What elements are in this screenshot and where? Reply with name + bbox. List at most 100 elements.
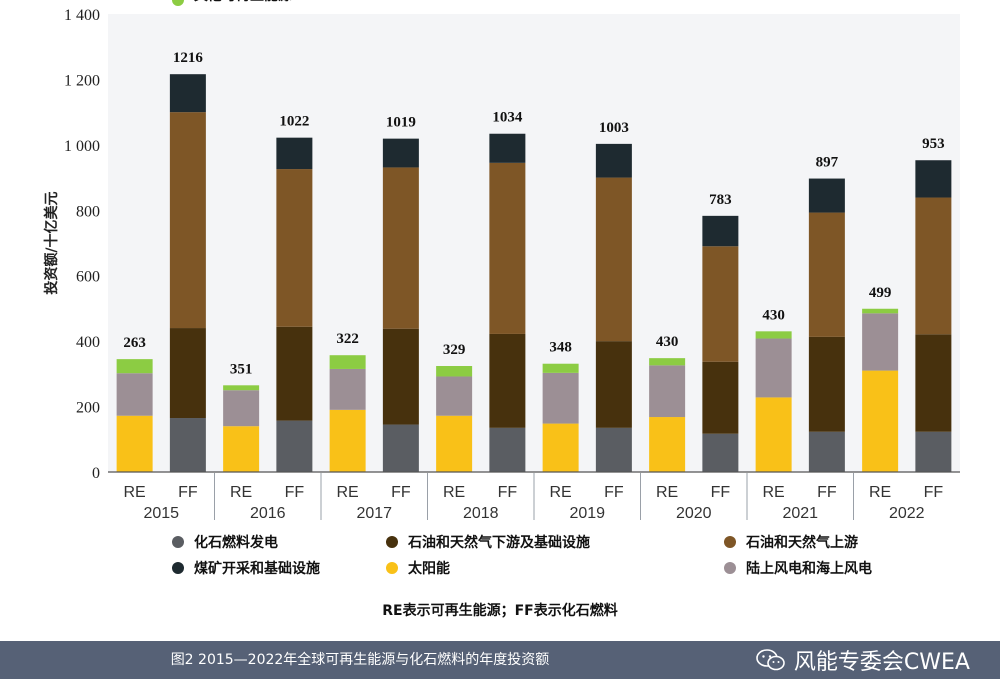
x-year-label: 2020 <box>676 505 712 522</box>
legend-swatch <box>724 536 736 548</box>
bar-segment <box>329 409 366 472</box>
x-category-label: FF <box>924 484 944 501</box>
bar-total-label: 1034 <box>492 110 523 126</box>
y-tick-label: 0 <box>92 465 100 482</box>
bar-segment <box>116 415 153 472</box>
bar-segment <box>702 215 739 247</box>
bar-segment <box>755 338 792 398</box>
bar-segment <box>702 246 739 362</box>
y-axis-label: 投资额/十亿美元 <box>43 191 60 294</box>
watermark-text: 风能专委会CWEA <box>793 650 970 675</box>
bar-total-label: 348 <box>549 340 572 356</box>
chart: 0 200 400 600 800 1 000 1 200 1 400 投资额/十亿美元 263… <box>43 0 960 619</box>
bar-segment <box>755 331 792 339</box>
x-category-label: RE <box>443 484 465 501</box>
bar-segment <box>862 370 899 472</box>
x-year-label: 2021 <box>782 505 818 522</box>
y-tick-label: 200 <box>76 400 100 417</box>
bar-segment <box>489 162 526 334</box>
bar-total-label: 430 <box>656 334 679 350</box>
legend-label: 石油和天然气下游及基础设施 <box>407 534 590 551</box>
bar-segment <box>329 355 366 369</box>
bar-total-label: 329 <box>443 342 466 358</box>
bar-segment <box>489 333 526 428</box>
bar-segment <box>542 372 579 424</box>
bar-segment <box>862 313 899 371</box>
data-labels: 263 1216 351 1022 322 1019 329 1034 348 1003 430 78… <box>123 50 944 377</box>
bar-segment <box>169 328 206 419</box>
figure-caption: 图2 2015—2022年全球可再生能源与化石燃料的年度投资额 <box>170 652 550 668</box>
bar-segment <box>808 178 845 213</box>
bar-segment <box>649 365 686 418</box>
bar-segment <box>329 368 366 410</box>
bar-segment <box>116 373 153 416</box>
legend-swatch <box>172 0 184 6</box>
x-category-label: RE <box>869 484 891 501</box>
y-tick-label: 1 200 <box>64 72 100 89</box>
x-year-label: 2016 <box>250 505 286 522</box>
y-axis: 0 200 400 600 800 1 000 1 200 1 400 投资额/十亿美元 <box>43 7 100 482</box>
bar-segment <box>808 212 845 337</box>
bar-segment <box>595 341 632 428</box>
bar-total-label: 351 <box>230 361 253 377</box>
bar-segment <box>276 326 313 421</box>
bar-segment <box>382 328 419 425</box>
x-year-label: 2017 <box>356 505 392 522</box>
bar-segment <box>223 385 260 391</box>
watermark: 风能专委会CWEA <box>756 641 970 679</box>
bar-segment <box>915 160 952 198</box>
bar-total-label: 953 <box>922 136 945 152</box>
bar-segment <box>382 424 419 472</box>
bar-segment <box>862 308 899 314</box>
bar-segment <box>542 363 579 373</box>
legend-label: 煤矿开采和基础设施 <box>194 560 320 577</box>
bar-total-label: 1003 <box>599 120 629 136</box>
x-category-label: RE <box>656 484 678 501</box>
x-category-label: FF <box>391 484 411 501</box>
y-tick-label: 1 400 <box>64 7 100 24</box>
caption-bar: 图2 2015—2022年全球可再生能源与化石燃料的年度投资额 风能专委会CWE… <box>0 641 1000 679</box>
bar-segment <box>915 431 952 472</box>
bar-segment <box>223 426 260 472</box>
bar-segment <box>223 390 260 427</box>
bar-segment <box>915 197 952 335</box>
bar-total-label: 430 <box>762 307 785 323</box>
x-year-label: 2015 <box>143 505 179 522</box>
x-year-label: 2022 <box>889 505 925 522</box>
bar-segment <box>382 167 419 329</box>
bar-segment <box>542 423 579 472</box>
x-category-label: RE <box>230 484 252 501</box>
bar-segment <box>649 417 686 472</box>
x-category-label: FF <box>817 484 837 501</box>
bar-total-label: 897 <box>816 155 839 171</box>
x-category-label: RE <box>550 484 572 501</box>
bar-segment <box>436 376 473 416</box>
bar-segment <box>169 418 206 472</box>
legend-label: 化石燃料发电 <box>194 534 278 551</box>
bar-segment <box>595 177 632 342</box>
bar-segment <box>436 366 473 377</box>
legend-swatch <box>172 536 184 548</box>
bar-segment <box>595 143 632 178</box>
x-category-label: FF <box>711 484 731 501</box>
y-tick-label: 800 <box>76 203 100 220</box>
x-category-label: FF <box>604 484 624 501</box>
bars <box>116 74 952 472</box>
legend-label: 石油和天然气上游 <box>745 534 858 551</box>
bar-segment <box>915 334 952 432</box>
legend-label: 太阳能 <box>408 560 450 577</box>
x-year-label: 2018 <box>463 505 499 522</box>
bar-segment <box>489 427 526 472</box>
legend-label: 其他可再生能源 <box>194 0 292 4</box>
bar-segment <box>276 137 313 170</box>
legend-swatch <box>386 562 398 574</box>
bar-total-label: 1022 <box>279 114 309 130</box>
bar-segment <box>808 336 845 432</box>
bar-total-label: 499 <box>869 285 892 301</box>
bar-segment <box>702 433 739 472</box>
x-category-label: RE <box>124 484 146 501</box>
bar-segment <box>808 431 845 472</box>
bar-segment <box>436 415 473 472</box>
